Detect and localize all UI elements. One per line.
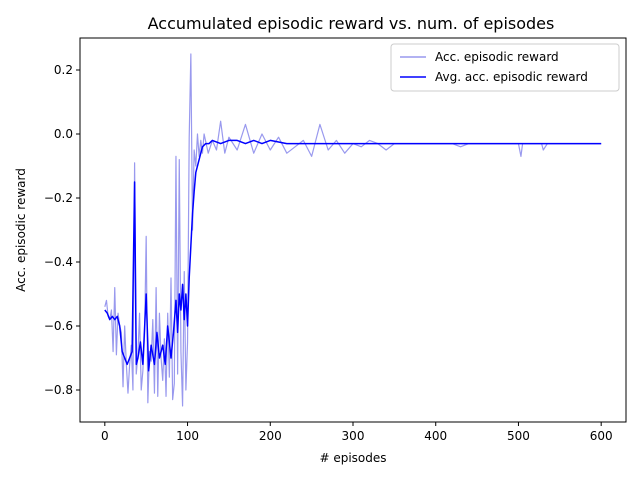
x-tick-label: 0 [101,429,109,443]
legend-label-avg: Avg. acc. episodic reward [435,70,588,84]
legend-label-raw: Acc. episodic reward [435,50,559,64]
y-tick-label: −0.8 [44,383,73,397]
series-line-avg [104,139,602,372]
legend: Acc. episodic reward Avg. acc. episodic … [390,43,620,92]
x-tick-label: 500 [507,429,530,443]
chart-title: Accumulated episodic reward vs. num. of … [148,14,555,33]
y-tick-label: 0.2 [54,63,73,77]
y-tick-label: 0.0 [54,127,73,141]
x-axis-ticks: 0 100 200 300 400 500 600 [101,422,613,443]
y-tick-label: −0.6 [44,319,73,333]
x-tick-label: 400 [424,429,447,443]
y-axis-label: Acc. episodic reward [14,168,28,292]
y-axis-ticks: −0.8 −0.6 −0.4 −0.2 0.0 0.2 [44,63,80,397]
y-tick-label: −0.2 [44,191,73,205]
series-layer [104,53,602,407]
y-tick-label: −0.4 [44,255,73,269]
x-tick-label: 100 [176,429,199,443]
x-axis-label: # episodes [319,451,386,465]
x-tick-label: 200 [259,429,282,443]
x-tick-label: 600 [590,429,613,443]
legend-box [390,43,620,92]
x-tick-label: 300 [342,429,365,443]
